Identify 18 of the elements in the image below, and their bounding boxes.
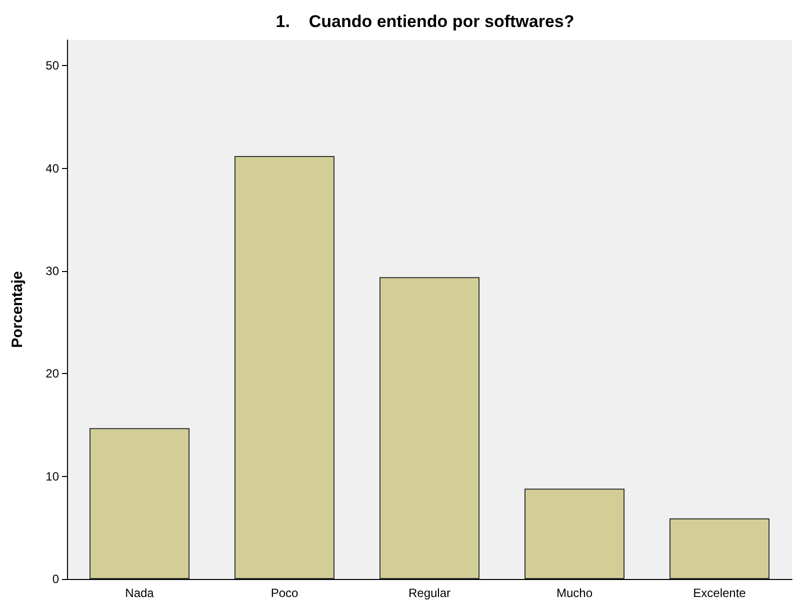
bar <box>89 428 190 579</box>
y-axis-title: Porcentaje <box>9 271 26 348</box>
x-tick-label: Nada <box>125 586 154 600</box>
y-tick-label: 0 <box>52 572 60 586</box>
y-tick-label: 30 <box>46 264 60 278</box>
bar <box>524 488 625 579</box>
y-tick-label: 40 <box>46 161 60 176</box>
chart-title: 1. Cuando entiendo por softwares? <box>276 12 574 31</box>
y-tick-label: 20 <box>46 366 60 381</box>
y-tick-label: 10 <box>46 469 60 484</box>
x-tick-label: Excelente <box>693 586 746 600</box>
bar <box>234 156 335 579</box>
y-tick-label: 50 <box>46 58 60 73</box>
x-tick-label: Poco <box>270 586 298 600</box>
x-tick-label: Mucho <box>556 586 593 600</box>
x-tick-label: Regular <box>408 586 451 600</box>
bar <box>379 277 480 579</box>
bar <box>669 518 770 579</box>
